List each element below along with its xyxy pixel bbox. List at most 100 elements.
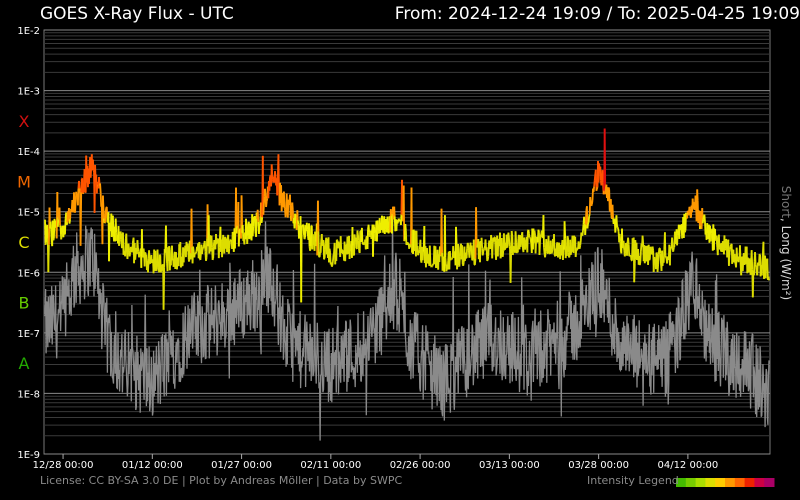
intensity-legend-swatch — [764, 478, 775, 487]
long-channel-segment — [201, 248, 204, 255]
long-channel-segment — [376, 220, 379, 231]
long-channel-segment — [658, 247, 662, 254]
long-channel-segment — [309, 246, 312, 251]
long-channel-segment — [622, 240, 626, 251]
long-channel-segment — [409, 244, 412, 248]
long-channel-segment — [537, 229, 540, 233]
y-axis-title: Short, Long (W/m²) — [779, 186, 793, 300]
long-channel-segment — [458, 256, 461, 267]
long-channel-segment — [203, 240, 207, 252]
flare-class-label: M — [17, 172, 31, 191]
long-channel-segment — [431, 265, 434, 267]
long-channel-segment — [190, 208, 193, 248]
long-channel-segment — [665, 256, 668, 259]
long-channel-segment — [344, 243, 348, 246]
long-channel-segment — [53, 218, 56, 222]
long-channel-segment — [264, 188, 267, 196]
long-channel-segment — [332, 254, 335, 262]
long-channel-segment — [78, 188, 81, 194]
long-channel-segment — [486, 256, 490, 261]
long-channel-segment — [209, 241, 212, 252]
long-channel-segment — [400, 214, 403, 226]
long-channel-segment — [451, 256, 454, 259]
long-channel-segment — [202, 247, 204, 250]
long-channel-segment — [118, 239, 121, 246]
long-channel-segment — [496, 241, 500, 257]
intensity-legend-swatch — [715, 478, 726, 487]
long-channel-segment — [149, 257, 152, 264]
long-channel-segment — [235, 226, 238, 234]
long-channel-segment — [403, 239, 406, 242]
long-channel-segment — [69, 210, 72, 220]
x-tick-label: 03/28 00:00 — [568, 460, 629, 471]
long-channel-segment — [112, 215, 115, 237]
long-channel-segment — [205, 238, 208, 258]
long-channel-segment — [319, 241, 323, 253]
long-channel-segment — [664, 232, 667, 256]
long-channel-segment — [372, 224, 375, 257]
long-channel-segment — [539, 233, 543, 237]
long-channel-segment — [46, 224, 49, 239]
long-channel-segment — [562, 249, 565, 261]
long-channel-segment — [396, 221, 399, 224]
long-channel-segment — [300, 225, 303, 303]
x-tick-label: 04/12 00:00 — [657, 460, 718, 471]
long-channel-segment — [684, 229, 687, 233]
y-axis-title-short: Short — [779, 185, 793, 218]
intensity-legend-swatch — [685, 478, 697, 487]
long-channel-segment — [317, 231, 320, 257]
long-channel-segment — [584, 224, 587, 235]
long-channel-segment — [308, 223, 311, 247]
long-channel-segment — [657, 254, 660, 265]
long-channel-segment — [237, 229, 241, 247]
long-channel-segment — [192, 246, 195, 252]
long-channel-segment — [44, 242, 47, 245]
long-channel-segment — [449, 258, 452, 261]
long-channel-segment — [715, 235, 719, 248]
long-channel-segment — [545, 239, 548, 245]
long-channel-segment — [767, 276, 770, 281]
long-channel-segment — [491, 243, 494, 259]
long-channel-segment — [506, 236, 509, 248]
x-tick-label: 03/13 00:00 — [479, 460, 540, 471]
long-channel-segment — [579, 240, 582, 246]
long-channel-segment — [725, 238, 728, 242]
intensity-legend-swatch — [734, 478, 746, 487]
long-channel-segment — [189, 253, 192, 260]
long-channel-segment — [381, 215, 384, 220]
long-channel-segment — [241, 224, 245, 241]
long-channel-segment — [699, 225, 702, 230]
long-channel-segment — [328, 248, 331, 253]
long-channel-segment — [550, 249, 554, 254]
x-tick-label: 02/26 00:00 — [390, 460, 451, 471]
long-channel-segment — [291, 202, 294, 210]
long-channel-segment — [270, 164, 274, 175]
long-channel-segment — [510, 230, 514, 237]
long-channel-segment — [577, 241, 580, 247]
long-channel-segment — [728, 252, 731, 266]
long-channel-segment — [260, 217, 264, 223]
long-channel-segment — [386, 216, 389, 229]
long-channel-segment — [728, 249, 731, 253]
intensity-legend-swatch — [676, 478, 687, 487]
long-channel-segment — [265, 198, 269, 202]
intensity-legend-swatch — [754, 478, 765, 487]
long-channel-segment — [356, 230, 359, 236]
long-channel-segment — [590, 204, 593, 207]
x-tick-label: 12/28 00:00 — [33, 460, 94, 471]
long-channel-segment — [603, 128, 607, 195]
y-tick-label: 1E-5 — [17, 208, 40, 219]
flare-class-label: X — [19, 112, 30, 131]
long-channel-segment — [499, 255, 502, 259]
long-channel-segment — [587, 216, 590, 223]
long-channel-segment — [126, 252, 129, 260]
long-channel-segment — [205, 257, 208, 261]
long-channel-segment — [614, 226, 617, 233]
long-channel-segment — [59, 225, 62, 228]
y-tick-label: 1E-9 — [17, 450, 40, 461]
long-channel-segment — [440, 208, 443, 253]
long-channel-segment — [119, 231, 123, 240]
long-channel-segment — [61, 225, 64, 233]
long-channel-segment — [194, 252, 197, 255]
